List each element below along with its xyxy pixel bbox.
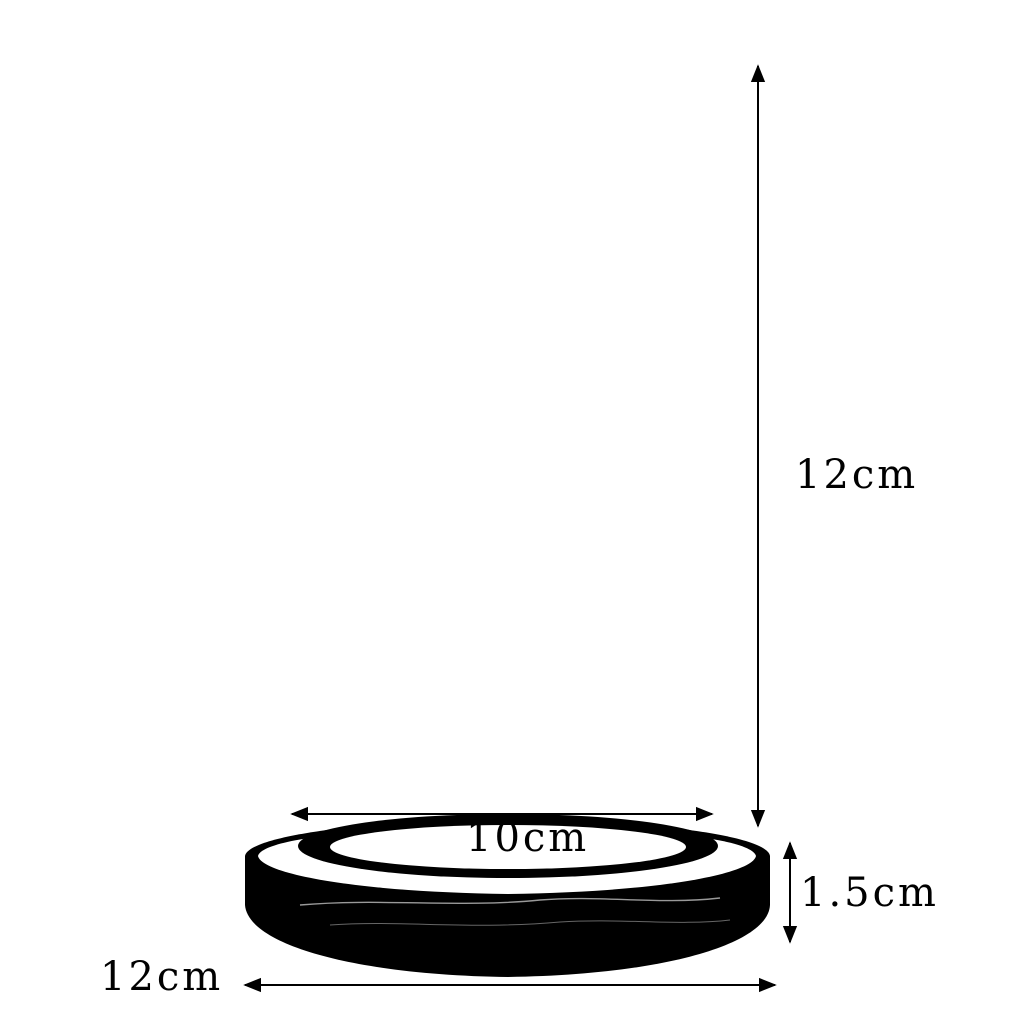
thickness-label: 1.5cm [800,870,939,916]
outer-diameter-label: 12cm [100,954,224,1000]
base-texture-2 [329,919,731,926]
height-label: 12cm [795,452,919,498]
base-inner-face [330,825,686,869]
inner-diameter-label: 10cm [466,815,590,861]
base-texture [299,897,721,906]
base-dish [245,814,770,977]
